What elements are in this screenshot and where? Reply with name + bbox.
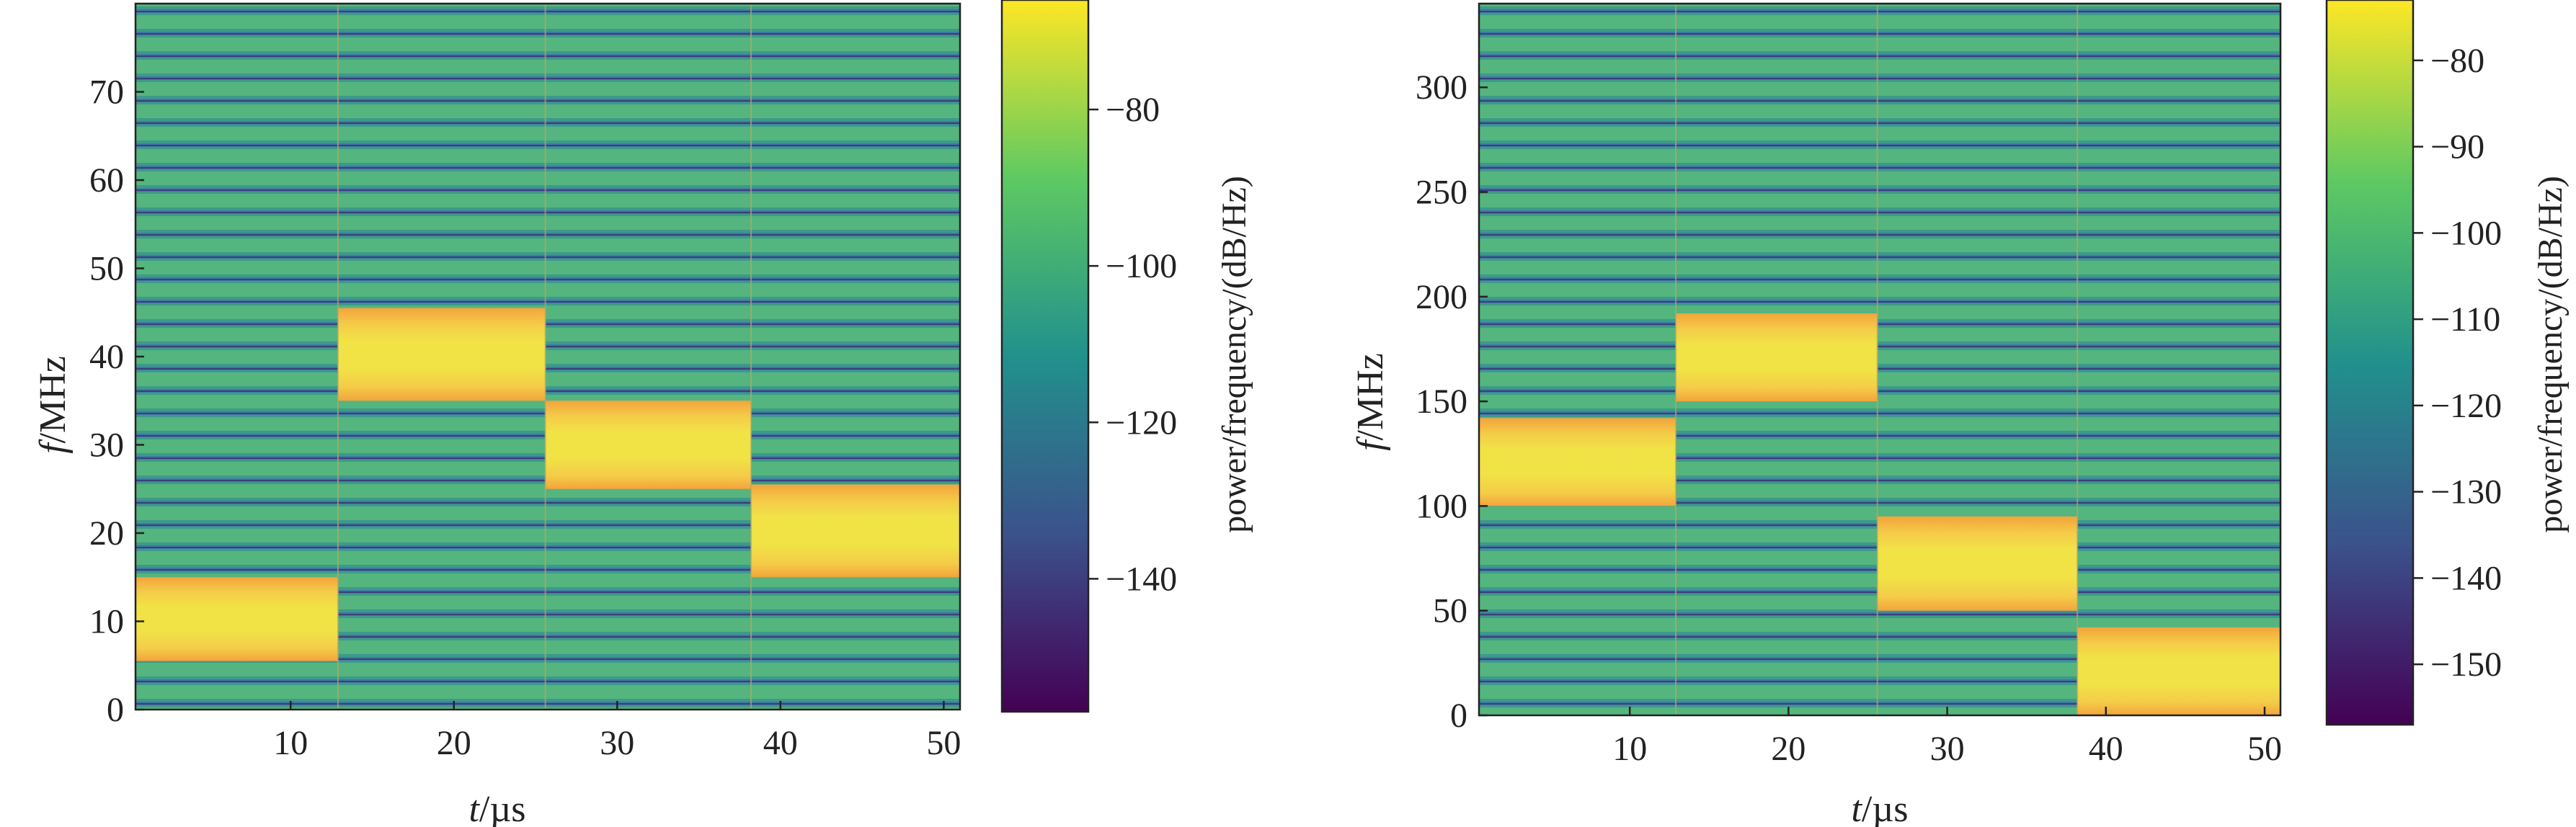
y-tick-label: 100 bbox=[1416, 487, 1467, 525]
plot-frame bbox=[1478, 2, 2282, 717]
hop-segment bbox=[1675, 4, 1878, 715]
y-axis-label-left: f/MHz bbox=[32, 356, 74, 454]
x-tick-label: 50 bbox=[2247, 730, 2282, 768]
x-tick-label: 40 bbox=[2089, 730, 2123, 768]
y-tick-label: 200 bbox=[1416, 278, 1467, 316]
y-tick-label: 150 bbox=[1416, 383, 1467, 421]
x-tick-label: 20 bbox=[437, 724, 471, 762]
y-tick-label: 70 bbox=[89, 73, 124, 112]
colorbar-tick-label: −80 bbox=[1106, 91, 1160, 129]
colorbar-left: −140 −120 −100 −80 bbox=[1000, 0, 1177, 713]
x-tick-label: 40 bbox=[763, 724, 798, 762]
colorbar-tick-label: −150 bbox=[2430, 645, 2502, 684]
colorbar-gradient bbox=[2325, 0, 2415, 726]
hop-segment bbox=[544, 4, 752, 710]
colorbar-label-left: power/frequency/(dB/Hz) bbox=[1215, 176, 1253, 533]
colorbar-tick-label: −120 bbox=[2430, 387, 2502, 425]
y-tick-label: 0 bbox=[107, 691, 124, 729]
x-tick-label: 30 bbox=[600, 724, 634, 762]
hop-segment bbox=[1876, 4, 2078, 715]
x-tick-label: 50 bbox=[926, 724, 961, 762]
colorbar-tick-label: −90 bbox=[2430, 128, 2484, 166]
y-tick-label: 250 bbox=[1416, 174, 1467, 212]
y-tick-label: 0 bbox=[1450, 697, 1467, 735]
colorbar-right: −150 −140 −130 −120 −110 −100 −90 −80 bbox=[2325, 0, 2502, 726]
hop-segment bbox=[1479, 418, 1676, 506]
x-axis-label-left: t/µs bbox=[468, 789, 525, 827]
hop-segment bbox=[136, 577, 338, 661]
y-axis-label-right: f/MHz bbox=[1350, 353, 1391, 451]
hop-segment bbox=[2077, 4, 2280, 715]
y-ticks-right: 0 50 100 150 200 250 300 bbox=[1416, 68, 1488, 735]
y-tick-label: 300 bbox=[1416, 68, 1467, 107]
x-axis-label-right: t/µs bbox=[1851, 789, 1908, 827]
y-tick-label: 50 bbox=[89, 250, 124, 288]
colorbar-tick-label: −100 bbox=[1106, 247, 1177, 285]
y-tick-label: 20 bbox=[89, 514, 124, 553]
plot-area-right bbox=[1478, 2, 2282, 717]
y-ticks-left: 0 10 20 30 40 50 60 70 bbox=[89, 73, 144, 729]
spectrogram-right: 10 20 30 40 50 0 50 100 150 200 250 300 t/µs f/MHz… bbox=[1350, 0, 2570, 827]
colorbar-tick-label: −80 bbox=[2430, 42, 2484, 80]
x-tick-label: 30 bbox=[1930, 730, 1965, 768]
colorbar-tick-label: −120 bbox=[1106, 403, 1177, 442]
y-tick-label: 30 bbox=[89, 426, 124, 465]
x-ticks-left: 10 20 30 40 50 bbox=[273, 701, 961, 762]
spectrogram-left: 10 20 30 40 50 0 10 20 30 40 50 60 70 t/µs f/MHz −1… bbox=[32, 0, 1253, 827]
colorbar-label-right: power/frequency/(dB/Hz) bbox=[2531, 176, 2570, 533]
colorbar-tick-label: −130 bbox=[2430, 473, 2502, 511]
x-tick-label: 10 bbox=[1612, 730, 1647, 768]
colorbar-tick-label: −140 bbox=[2430, 559, 2502, 597]
hop-segment bbox=[750, 4, 960, 710]
y-tick-label: 60 bbox=[89, 161, 124, 200]
y-tick-label: 40 bbox=[89, 338, 124, 376]
colorbar-gradient bbox=[1000, 0, 1090, 713]
hop-segment bbox=[337, 4, 546, 710]
x-tick-label: 20 bbox=[1771, 730, 1806, 768]
plot-area-left bbox=[134, 2, 961, 711]
y-tick-label: 10 bbox=[89, 603, 124, 641]
y-tick-label: 50 bbox=[1433, 592, 1467, 630]
x-ticks-right: 10 20 30 40 50 bbox=[1612, 707, 2282, 768]
colorbar-tick-label: −140 bbox=[1106, 560, 1177, 598]
colorbar-tick-label: −110 bbox=[2430, 300, 2500, 339]
colorbar-tick-label: −100 bbox=[2430, 214, 2502, 252]
x-tick-label: 10 bbox=[273, 724, 308, 762]
